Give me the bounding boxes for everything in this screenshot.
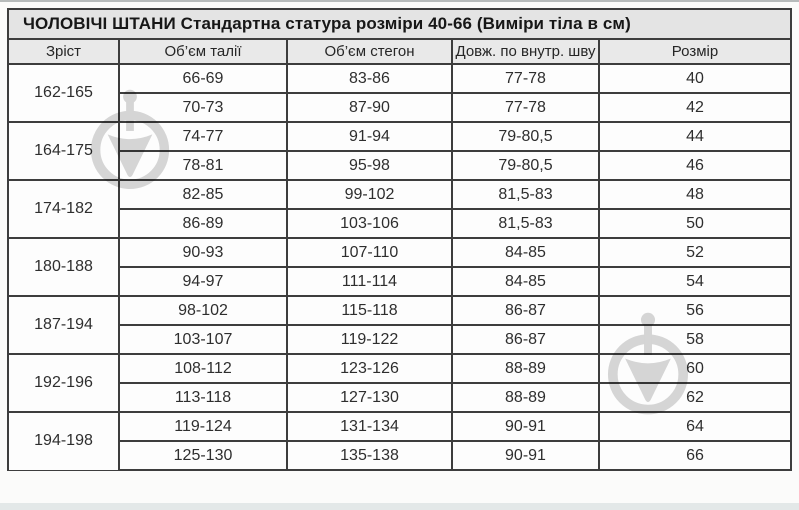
- size-cell: 50: [598, 208, 792, 239]
- hips-cell: 111-114: [286, 266, 453, 297]
- hips-cell: 95-98: [286, 150, 453, 181]
- waist-cell: 78-81: [118, 150, 288, 181]
- inseam-cell: 77-78: [451, 92, 600, 123]
- table-row: 192-196 108-112 123-126 88-89 60: [7, 353, 792, 413]
- size-cell: 58: [598, 324, 792, 355]
- hips-cell: 135-138: [286, 440, 453, 471]
- hips-cell: 131-134: [286, 411, 453, 442]
- waist-cell: 90-93: [118, 237, 288, 268]
- waist-cell: 98-102: [118, 295, 288, 326]
- height-range-cell: 174-182: [7, 179, 120, 239]
- inseam-cell: 86-87: [451, 295, 600, 326]
- size-cell: 56: [598, 295, 792, 326]
- table-row: 125-130 135-138 90-91 66: [8, 440, 792, 471]
- table-row: 164-175 74-77 91-94 79-80,5 44: [7, 121, 792, 181]
- table-row: 94-97 111-114 84-85 54: [8, 266, 792, 297]
- waist-cell: 125-130: [118, 440, 288, 471]
- inseam-cell: 86-87: [451, 324, 600, 355]
- hips-cell: 107-110: [286, 237, 453, 268]
- table-row: 194-198 119-124 131-134 90-91 64: [7, 411, 792, 471]
- size-cell: 42: [598, 92, 792, 123]
- column-header-size: Розмір: [598, 38, 792, 65]
- column-header-hips: Об’єм стегон: [286, 38, 453, 65]
- size-cell: 52: [598, 237, 792, 268]
- column-header-height: Зріст: [7, 38, 120, 65]
- size-cell: 62: [598, 382, 792, 413]
- waist-cell: 86-89: [118, 208, 288, 239]
- mens-pants-size-table: ЧОЛОВІЧІ ШТАНИ Стандартна статура розмір…: [7, 8, 792, 471]
- size-cell: 60: [598, 353, 792, 384]
- height-range-cell: 164-175: [7, 121, 120, 181]
- hips-cell: 91-94: [286, 121, 453, 152]
- inseam-cell: 84-85: [451, 266, 600, 297]
- inseam-cell: 90-91: [451, 411, 600, 442]
- inseam-cell: 77-78: [451, 63, 600, 94]
- page-bottom-strip: [0, 503, 799, 510]
- waist-cell: 66-69: [118, 63, 288, 94]
- table-row: 103-107 119-122 86-87 58: [8, 324, 792, 355]
- height-range-cell: 194-198: [7, 411, 120, 471]
- waist-cell: 108-112: [118, 353, 288, 384]
- table-row: 86-89 103-106 81,5-83 50: [8, 208, 792, 239]
- height-range-cell: 180-188: [7, 237, 120, 297]
- waist-cell: 94-97: [118, 266, 288, 297]
- hips-cell: 115-118: [286, 295, 453, 326]
- inseam-cell: 81,5-83: [451, 179, 600, 210]
- table-row: 78-81 95-98 79-80,5 46: [8, 150, 792, 181]
- column-header-waist: Об’єм талії: [118, 38, 288, 65]
- hips-cell: 103-106: [286, 208, 453, 239]
- size-cell: 44: [598, 121, 792, 152]
- size-cell: 48: [598, 179, 792, 210]
- hips-cell: 119-122: [286, 324, 453, 355]
- table-row: 180-188 90-93 107-110 84-85 52: [7, 237, 792, 297]
- table-row: 113-118 127-130 88-89 62: [8, 382, 792, 413]
- column-header-inseam: Довж. по внутр. шву: [451, 38, 600, 65]
- size-cell: 64: [598, 411, 792, 442]
- inseam-cell: 79-80,5: [451, 121, 600, 152]
- waist-cell: 113-118: [118, 382, 288, 413]
- height-range-cell: 187-194: [7, 295, 120, 355]
- inseam-cell: 84-85: [451, 237, 600, 268]
- hips-cell: 83-86: [286, 63, 453, 94]
- waist-cell: 103-107: [118, 324, 288, 355]
- inseam-cell: 90-91: [451, 440, 600, 471]
- table-body: 162-165 66-69 83-86 77-78 40 70-73 87-90 77-78 4…: [7, 63, 792, 471]
- hips-cell: 87-90: [286, 92, 453, 123]
- waist-cell: 74-77: [118, 121, 288, 152]
- table-row: 174-182 82-85 99-102 81,5-83 48: [7, 179, 792, 239]
- table-header-row: Зріст Об’єм талії Об’єм стегон Довж. по …: [7, 38, 792, 65]
- table-row: 187-194 98-102 115-118 86-87 56: [7, 295, 792, 355]
- size-cell: 40: [598, 63, 792, 94]
- size-cell: 66: [598, 440, 792, 471]
- waist-cell: 70-73: [118, 92, 288, 123]
- table-title: ЧОЛОВІЧІ ШТАНИ Стандартна статура розмір…: [7, 8, 792, 40]
- size-cell: 46: [598, 150, 792, 181]
- inseam-cell: 81,5-83: [451, 208, 600, 239]
- table-title-row: ЧОЛОВІЧІ ШТАНИ Стандартна статура розмір…: [7, 8, 792, 40]
- waist-cell: 119-124: [118, 411, 288, 442]
- hips-cell: 127-130: [286, 382, 453, 413]
- inseam-cell: 79-80,5: [451, 150, 600, 181]
- page-top-divider: [0, 0, 799, 2]
- inseam-cell: 88-89: [451, 382, 600, 413]
- table-row: 162-165 66-69 83-86 77-78 40: [7, 63, 792, 123]
- hips-cell: 123-126: [286, 353, 453, 384]
- waist-cell: 82-85: [118, 179, 288, 210]
- hips-cell: 99-102: [286, 179, 453, 210]
- height-range-cell: 192-196: [7, 353, 120, 413]
- inseam-cell: 88-89: [451, 353, 600, 384]
- height-range-cell: 162-165: [7, 63, 120, 123]
- size-cell: 54: [598, 266, 792, 297]
- table-row: 70-73 87-90 77-78 42: [8, 92, 792, 123]
